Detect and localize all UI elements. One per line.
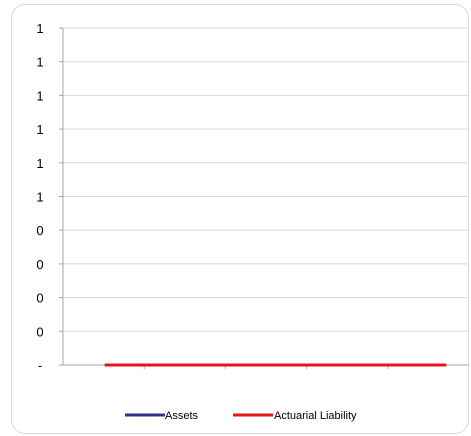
y-tick-label: 1 [36, 21, 43, 36]
legend-label-1: Actuarial Liability [274, 410, 357, 422]
y-tick-label: 1 [36, 55, 43, 70]
y-tick-label: 1 [36, 190, 43, 205]
y-tick-label: 0 [36, 257, 43, 272]
chart-frame [11, 4, 469, 434]
legend: Assets Actuarial Liability [125, 410, 357, 422]
axes [62, 28, 469, 369]
y-tick-label: 1 [36, 156, 43, 171]
gridlines [59, 27, 469, 366]
y-tick-label: 1 [36, 122, 43, 137]
y-tick-label: 0 [36, 223, 43, 238]
legend-label-0: Assets [165, 410, 199, 422]
y-tick-label: - [38, 358, 42, 373]
y-tick-label: 0 [36, 324, 43, 339]
y-tick-labels: - 0 0 0 0 1 1 1 1 1 1 [36, 21, 43, 373]
y-tick-label: 1 [36, 88, 43, 103]
y-tick-label: 0 [36, 291, 43, 306]
